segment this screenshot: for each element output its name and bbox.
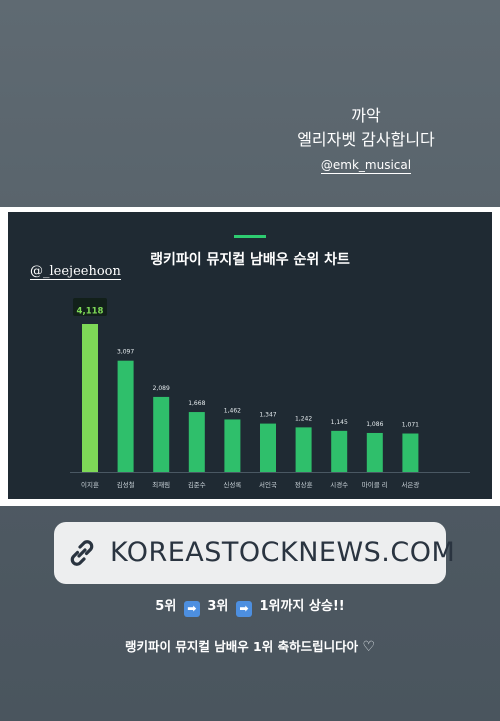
bar-2: [153, 396, 170, 472]
mention-emk-musical[interactable]: @emk_musical: [320, 158, 412, 174]
bar-value-label-6: 1,242: [295, 415, 312, 422]
chart-title: 랭키파이 뮤지컬 남배우 순위 차트: [150, 251, 350, 268]
link-sticker[interactable]: KOREASTOCKNEWS.COM: [54, 522, 455, 584]
category-label-4: 신성록: [223, 480, 241, 489]
category-label-3: 김준수: [188, 481, 206, 489]
category-label-1: 김성철: [117, 480, 135, 489]
bar-1: [117, 360, 134, 472]
link-url-text: KOREASTOCKNEWS.COM: [110, 537, 456, 568]
bar-value-label-1: 3,097: [117, 349, 134, 356]
bar-chart: 랭키파이 뮤지컬 남배우 순위 차트 4,118 이지훈 3,097 김성철 2,089…: [70, 235, 470, 489]
category-label-8: 마이클 리: [362, 480, 388, 489]
bar-value-label-9: 1,071: [402, 422, 419, 429]
bar-4: [224, 419, 241, 472]
chart-image-frame: 랭키파이 뮤지컬 남배우 순위 차트 4,118 이지훈 3,097 김성철 2,089…: [0, 207, 500, 506]
bar-8: [366, 432, 383, 472]
mention-leejeehoon[interactable]: @_leejeehoon: [30, 264, 121, 280]
bar-9: [402, 433, 419, 472]
arrow-right-icon: ➡: [235, 601, 252, 617]
bar-value-label-0: 4,118: [77, 307, 104, 317]
story-caption: 까악 엘리자벳 감사합니다 @emk_musical: [266, 104, 466, 176]
rank-caption: 5위 ➡ 3위 ➡ 1위까지 상승!!: [0, 598, 500, 617]
category-label-6: 정상훈: [295, 480, 313, 489]
bar-value-label-3: 1,668: [188, 400, 205, 407]
congrats-text: 랭키파이 뮤지컬 남배우 1위 축하드립니다아: [124, 639, 359, 654]
caption-line-2: 엘리자벳 감사합니다: [297, 130, 435, 149]
category-label-5: 서인국: [259, 480, 277, 489]
bar-value-label-8: 1,086: [366, 421, 383, 428]
rank-3: 3위: [207, 599, 229, 614]
highlight-label-box: [73, 298, 107, 316]
heart-icon: ♡: [362, 639, 376, 655]
bar-value-label-4: 1,462: [224, 407, 241, 414]
bar-7: [331, 430, 348, 472]
bar-value-label-2: 2,089: [153, 385, 170, 392]
bar-5: [260, 423, 276, 472]
bar-6: [295, 427, 312, 472]
category-label-9: 서은광: [401, 480, 419, 489]
bar-3: [188, 412, 205, 472]
chart-panel: 랭키파이 뮤지컬 남배우 순위 차트 4,118 이지훈 3,097 김성철 2,089…: [8, 212, 492, 499]
category-label-2: 최재림: [152, 480, 170, 489]
rank-5: 5위: [155, 599, 177, 614]
title-accent-bar: [234, 235, 266, 238]
bar-value-label-7: 1,145: [331, 419, 348, 426]
category-label-0: 이지훈: [81, 480, 99, 489]
caption-line-1: 까악: [351, 106, 381, 125]
bar-value-label-5: 1,347: [259, 412, 276, 419]
congrats-caption: 랭키파이 뮤지컬 남배우 1위 축하드립니다아 ♡: [0, 638, 500, 656]
link-icon: [70, 540, 94, 566]
arrow-right-icon: ➡: [183, 601, 200, 617]
rank-1: 1위까지 상승!!: [259, 599, 345, 614]
category-label-7: 시경수: [330, 480, 348, 489]
bar-0: [82, 324, 98, 472]
